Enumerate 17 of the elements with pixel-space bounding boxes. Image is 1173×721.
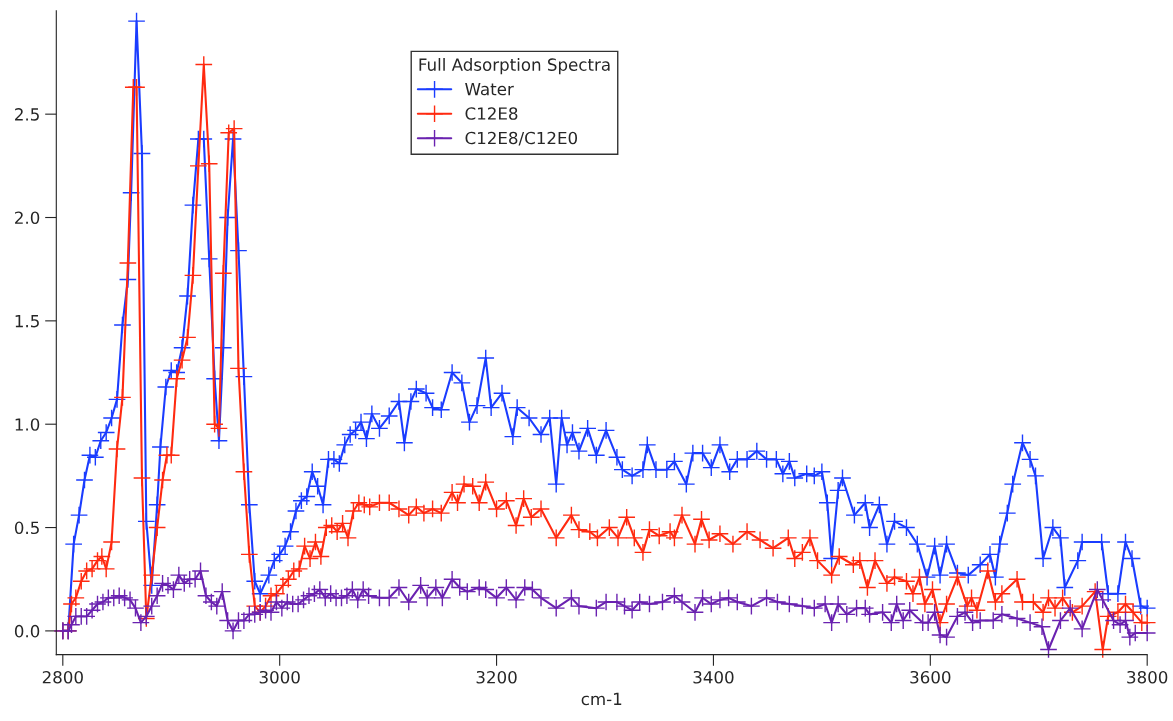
legend-label: C12E8 [465, 107, 518, 120]
y-tick-label: 1.5 [15, 315, 39, 328]
x-axis-title: cm-1 [581, 692, 622, 706]
legend-title: Full Adsorption Spectra [419, 58, 610, 75]
x-tick-label: 3000 [259, 670, 300, 684]
y-tick-label: 0.0 [14, 624, 40, 638]
legend-label: C12E8/C12E0 [465, 131, 578, 146]
x-tick-label: 2800 [42, 670, 83, 684]
y-tick-label: 0.5 [14, 521, 39, 535]
x-tick-label: 3400 [693, 670, 734, 684]
y-tick-label: 1.0 [15, 418, 40, 431]
x-tick-label: 3200 [476, 670, 517, 684]
legend-label: Water [465, 82, 514, 96]
x-tick-label: 3600 [910, 670, 951, 684]
x-tick-label: 3800 [1127, 670, 1168, 684]
y-tick-label: 2.0 [15, 211, 40, 225]
y-tick-label: 2.5 [15, 108, 39, 121]
